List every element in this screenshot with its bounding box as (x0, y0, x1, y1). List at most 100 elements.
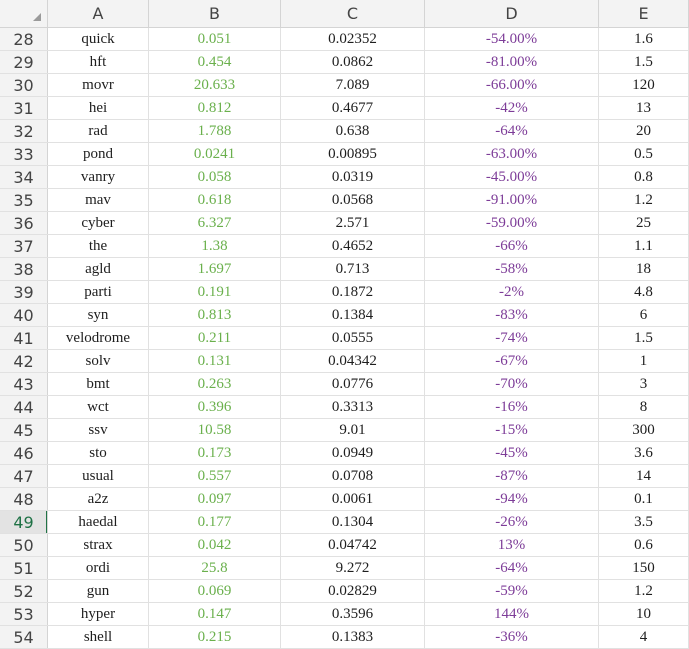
cell-a[interactable]: velodrome (48, 327, 149, 349)
cell-e[interactable]: 0.5 (599, 143, 689, 165)
cell-a[interactable]: usual (48, 465, 149, 487)
cell-a[interactable]: parti (48, 281, 149, 303)
column-header-c[interactable]: C (281, 0, 425, 27)
cell-a[interactable]: wct (48, 396, 149, 418)
cell-d[interactable]: -16% (425, 396, 599, 418)
row-number[interactable]: 35 (0, 189, 48, 211)
cell-a[interactable]: cyber (48, 212, 149, 234)
cell-c[interactable]: 0.04342 (281, 350, 425, 372)
row-number[interactable]: 31 (0, 97, 48, 119)
cell-d[interactable]: -42% (425, 97, 599, 119)
cell-b[interactable]: 6.327 (149, 212, 281, 234)
row-number[interactable]: 50 (0, 534, 48, 556)
cell-b[interactable]: 0.396 (149, 396, 281, 418)
cell-d[interactable]: -66.00% (425, 74, 599, 96)
cell-b[interactable]: 0.131 (149, 350, 281, 372)
cell-c[interactable]: 0.1872 (281, 281, 425, 303)
cell-d[interactable]: -45.00% (425, 166, 599, 188)
cell-c[interactable]: 0.0568 (281, 189, 425, 211)
cell-c[interactable]: 0.638 (281, 120, 425, 142)
cell-e[interactable]: 0.1 (599, 488, 689, 510)
cell-e[interactable]: 1.5 (599, 327, 689, 349)
cell-a[interactable]: solv (48, 350, 149, 372)
cell-a[interactable]: quick (48, 28, 149, 50)
cell-d[interactable]: -54.00% (425, 28, 599, 50)
cell-c[interactable]: 9.01 (281, 419, 425, 441)
cell-b[interactable]: 0.0241 (149, 143, 281, 165)
cell-b[interactable]: 1.697 (149, 258, 281, 280)
cell-b[interactable]: 10.58 (149, 419, 281, 441)
row-number[interactable]: 54 (0, 626, 48, 648)
cell-b[interactable]: 0.051 (149, 28, 281, 50)
cell-d[interactable]: -74% (425, 327, 599, 349)
cell-a[interactable]: mav (48, 189, 149, 211)
row-number[interactable]: 37 (0, 235, 48, 257)
cell-a[interactable]: movr (48, 74, 149, 96)
cell-b[interactable]: 0.177 (149, 511, 281, 533)
cell-a[interactable]: vanry (48, 166, 149, 188)
cell-b[interactable]: 0.557 (149, 465, 281, 487)
row-number[interactable]: 42 (0, 350, 48, 372)
cell-a[interactable]: syn (48, 304, 149, 326)
cell-c[interactable]: 0.0319 (281, 166, 425, 188)
cell-b[interactable]: 1.788 (149, 120, 281, 142)
cell-d[interactable]: -66% (425, 235, 599, 257)
row-number[interactable]: 40 (0, 304, 48, 326)
cell-e[interactable]: 25 (599, 212, 689, 234)
cell-e[interactable]: 3.5 (599, 511, 689, 533)
cell-b[interactable]: 0.042 (149, 534, 281, 556)
cell-d[interactable]: -59% (425, 580, 599, 602)
cell-b[interactable]: 0.069 (149, 580, 281, 602)
row-number[interactable]: 44 (0, 396, 48, 418)
row-number[interactable]: 38 (0, 258, 48, 280)
cell-e[interactable]: 10 (599, 603, 689, 625)
cell-d[interactable]: -70% (425, 373, 599, 395)
cell-e[interactable]: 1 (599, 350, 689, 372)
column-header-d[interactable]: D (425, 0, 599, 27)
cell-c[interactable]: 2.571 (281, 212, 425, 234)
cell-d[interactable]: 13% (425, 534, 599, 556)
cell-b[interactable]: 0.813 (149, 304, 281, 326)
row-number[interactable]: 45 (0, 419, 48, 441)
cell-e[interactable]: 8 (599, 396, 689, 418)
cell-a[interactable]: agld (48, 258, 149, 280)
cell-c[interactable]: 0.02829 (281, 580, 425, 602)
row-number[interactable]: 53 (0, 603, 48, 625)
cell-a[interactable]: gun (48, 580, 149, 602)
cell-b[interactable]: 0.263 (149, 373, 281, 395)
cell-d[interactable]: -64% (425, 557, 599, 579)
cell-d[interactable]: -45% (425, 442, 599, 464)
cell-e[interactable]: 20 (599, 120, 689, 142)
cell-c[interactable]: 0.4652 (281, 235, 425, 257)
row-number[interactable]: 51 (0, 557, 48, 579)
cell-a[interactable]: haedal (48, 511, 149, 533)
cell-e[interactable]: 1.5 (599, 51, 689, 73)
cell-d[interactable]: -64% (425, 120, 599, 142)
cell-d[interactable]: -26% (425, 511, 599, 533)
row-number[interactable]: 34 (0, 166, 48, 188)
cell-e[interactable]: 6 (599, 304, 689, 326)
cell-d[interactable]: -67% (425, 350, 599, 372)
cell-a[interactable]: rad (48, 120, 149, 142)
cell-e[interactable]: 14 (599, 465, 689, 487)
cell-d[interactable]: -63.00% (425, 143, 599, 165)
cell-e[interactable]: 150 (599, 557, 689, 579)
cell-a[interactable]: bmt (48, 373, 149, 395)
cell-b[interactable]: 0.215 (149, 626, 281, 648)
cell-c[interactable]: 0.04742 (281, 534, 425, 556)
cell-d[interactable]: -94% (425, 488, 599, 510)
cell-d[interactable]: -87% (425, 465, 599, 487)
cell-e[interactable]: 4.8 (599, 281, 689, 303)
cell-a[interactable]: ssv (48, 419, 149, 441)
cell-c[interactable]: 0.0555 (281, 327, 425, 349)
cell-e[interactable]: 18 (599, 258, 689, 280)
cell-c[interactable]: 0.3596 (281, 603, 425, 625)
cell-e[interactable]: 300 (599, 419, 689, 441)
cell-b[interactable]: 0.097 (149, 488, 281, 510)
cell-d[interactable]: -59.00% (425, 212, 599, 234)
cell-c[interactable]: 0.00895 (281, 143, 425, 165)
row-number[interactable]: 36 (0, 212, 48, 234)
cell-e[interactable]: 0.8 (599, 166, 689, 188)
cell-a[interactable]: sto (48, 442, 149, 464)
row-number[interactable]: 33 (0, 143, 48, 165)
